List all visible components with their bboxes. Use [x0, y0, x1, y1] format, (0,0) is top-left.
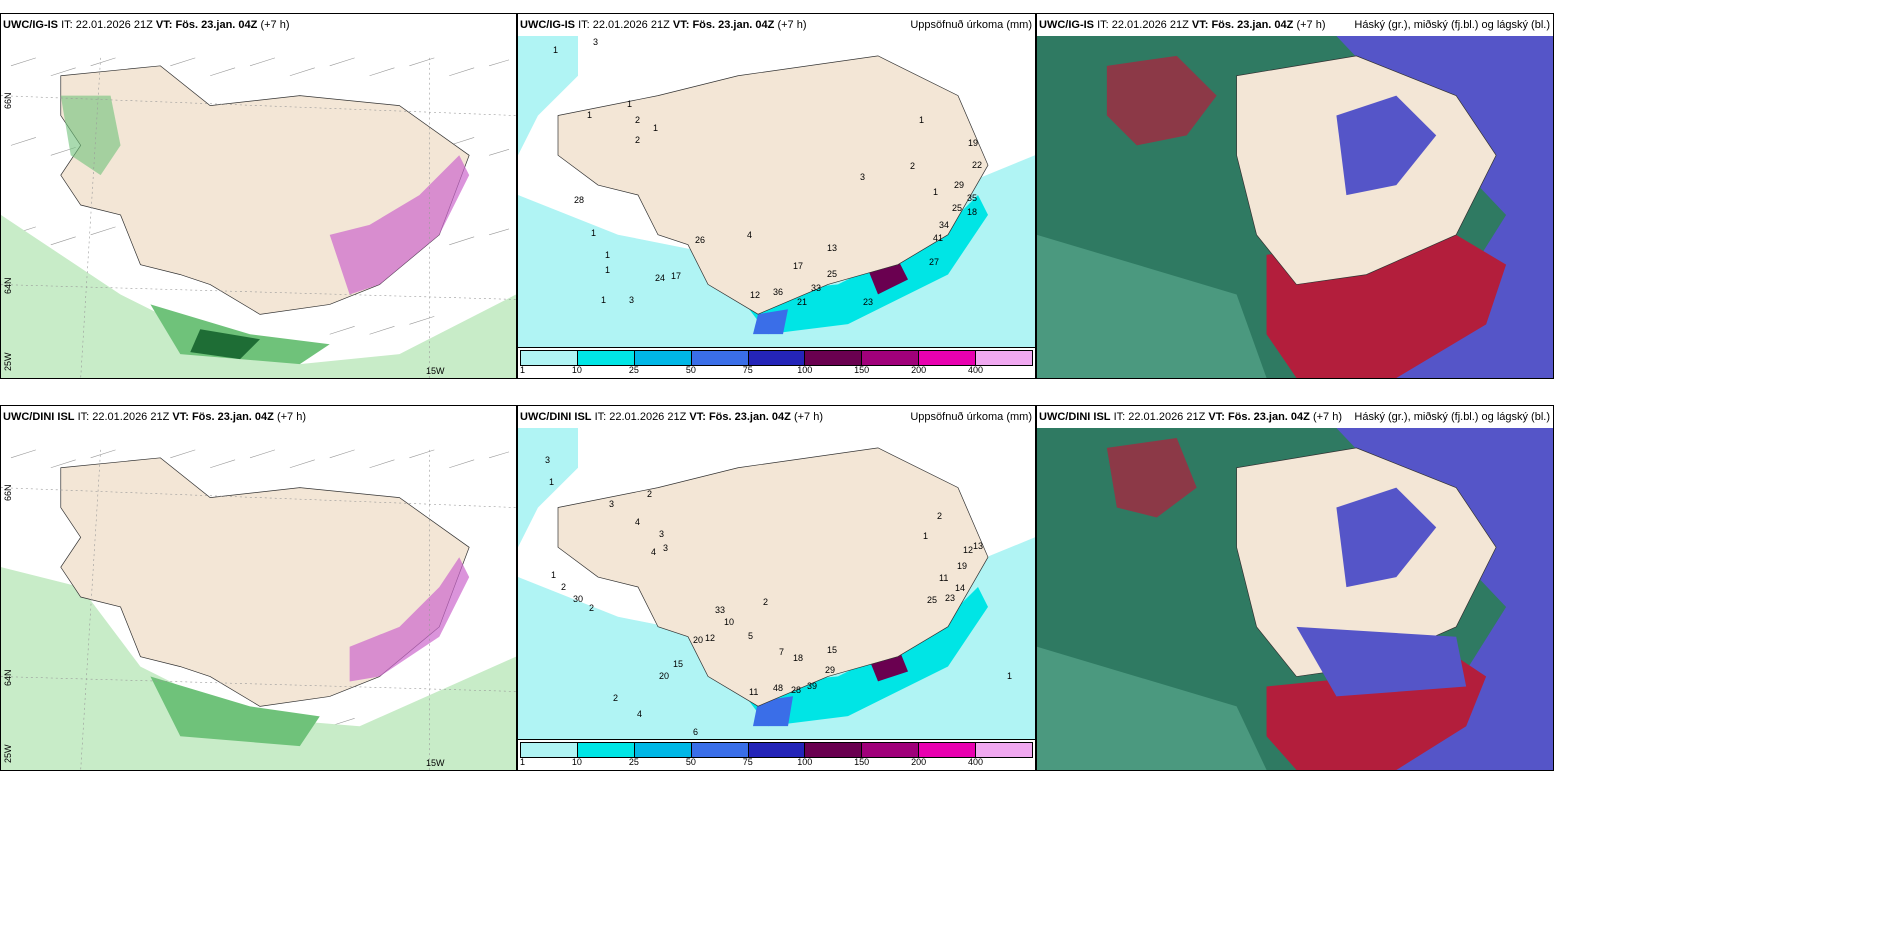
- legend-ticks: 1 10 25 50 75 100 150 200 400: [520, 757, 1033, 769]
- panel-ig-clouds: UWC/IG-IS IT: 22.01.2026 21Z VT: Fös. 23…: [1036, 13, 1554, 379]
- legend-swatch: [805, 351, 863, 365]
- map-accum-precip: [518, 36, 1035, 348]
- map-clouds: [1037, 428, 1553, 770]
- precip-legend: 1 10 25 50 75 100 150 200 400: [518, 347, 1035, 378]
- legend-swatch: [805, 743, 863, 757]
- lat-label-64: 64N: [3, 277, 13, 294]
- map-wind-precip: [1, 428, 516, 770]
- legend-tick: 50: [685, 365, 696, 375]
- legend-tick: 1: [520, 757, 526, 767]
- legend-swatch: [748, 743, 806, 757]
- panel-dini-clouds: UWC/DINI ISL IT: 22.01.2026 21Z VT: Fös.…: [1036, 405, 1554, 771]
- legend-tick: 50: [685, 757, 696, 767]
- legend-tick: 400: [968, 757, 984, 767]
- legend-tick: 400: [968, 365, 984, 375]
- panel-title: Háský (gr.), miðský (fj.bl.) og lágský (…: [1354, 19, 1550, 31]
- legend-swatch: [577, 351, 635, 365]
- legend-tick: 75: [742, 757, 753, 767]
- legend-swatch: [976, 351, 1033, 365]
- legend-tick: 25: [628, 757, 639, 767]
- legend-colorbar: [520, 350, 1033, 366]
- legend-tick: 75: [742, 365, 753, 375]
- panel-dini-wind-precip: UWC/DINI ISL IT: 22.01.2026 21Z VT: Fös.…: [0, 405, 517, 771]
- legend-swatch: [634, 743, 692, 757]
- legend-swatch: [521, 351, 578, 365]
- panel-header: UWC/IG-IS IT: 22.01.2026 21Z VT: Fös. 23…: [1, 14, 516, 36]
- lon-label-15: 15W: [426, 366, 445, 376]
- legend-tick: 200: [911, 757, 927, 767]
- legend-tick: 150: [854, 757, 870, 767]
- legend-swatch: [862, 743, 920, 757]
- legend-swatch: [862, 351, 920, 365]
- precip-legend: 1 10 25 50 75 100 150 200 400: [518, 739, 1035, 770]
- legend-swatch: [976, 743, 1033, 757]
- legend-tick: 10: [571, 365, 582, 375]
- legend-swatch: [691, 351, 749, 365]
- lat-label-66: 66N: [3, 92, 13, 109]
- panel-dini-accum-precip: UWC/DINI ISL IT: 22.01.2026 21Z VT: Fös.…: [517, 405, 1036, 771]
- panel-ig-accum-precip: UWC/IG-IS IT: 22.01.2026 21Z VT: Fös. 23…: [517, 13, 1036, 379]
- lon-label-25: 25W: [3, 352, 13, 371]
- panel-header: UWC/IG-IS IT: 22.01.2026 21Z VT: Fös. 23…: [1037, 14, 1553, 36]
- lat-label-64: 64N: [3, 669, 13, 686]
- panel-title: Uppsöfnuð úrkoma (mm): [910, 411, 1032, 423]
- map-wind-precip: [1, 36, 516, 378]
- legend-tick: 200: [911, 365, 927, 375]
- legend-ticks: 1 10 25 50 75 100 150 200 400: [520, 365, 1033, 377]
- panel-header: UWC/DINI ISL IT: 22.01.2026 21Z VT: Fös.…: [518, 406, 1035, 428]
- legend-tick: 25: [628, 365, 639, 375]
- panel-title: Háský (gr.), miðský (fj.bl.) og lágský (…: [1354, 411, 1550, 423]
- panel-header: UWC/DINI ISL IT: 22.01.2026 21Z VT: Fös.…: [1, 406, 516, 428]
- map-clouds: [1037, 36, 1553, 378]
- panel-header: UWC/DINI ISL IT: 22.01.2026 21Z VT: Fös.…: [1037, 406, 1553, 428]
- legend-swatch: [748, 351, 806, 365]
- legend-tick: 150: [854, 365, 870, 375]
- map-accum-precip: [518, 428, 1035, 740]
- panel-ig-wind-precip: UWC/IG-IS IT: 22.01.2026 21Z VT: Fös. 23…: [0, 13, 517, 379]
- legend-swatch: [634, 351, 692, 365]
- lon-label-25: 25W: [3, 744, 13, 763]
- legend-swatch: [691, 743, 749, 757]
- legend-colorbar: [520, 742, 1033, 758]
- legend-tick: 100: [797, 365, 813, 375]
- legend-swatch: [521, 743, 578, 757]
- lat-label-66: 66N: [3, 484, 13, 501]
- legend-swatch: [919, 743, 977, 757]
- legend-tick: 10: [571, 757, 582, 767]
- legend-swatch: [919, 351, 977, 365]
- panel-title: Uppsöfnuð úrkoma (mm): [910, 19, 1032, 31]
- legend-swatch: [577, 743, 635, 757]
- legend-tick: 1: [520, 365, 526, 375]
- panel-header: UWC/IG-IS IT: 22.01.2026 21Z VT: Fös. 23…: [518, 14, 1035, 36]
- lon-label-15: 15W: [426, 758, 445, 768]
- legend-tick: 100: [797, 757, 813, 767]
